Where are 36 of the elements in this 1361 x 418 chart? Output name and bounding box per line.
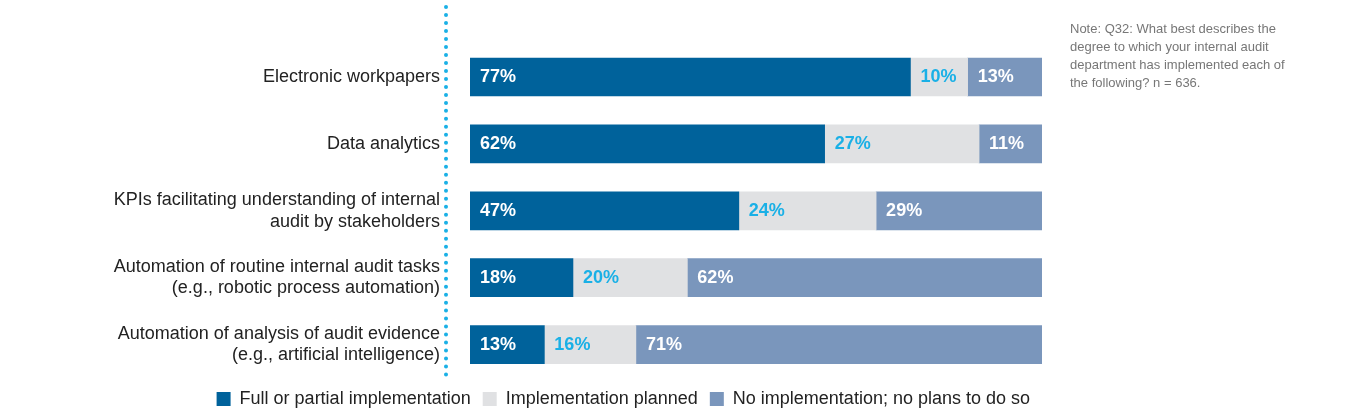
bar [635, 325, 1042, 364]
data-label: 16% [554, 333, 591, 354]
bar [470, 124, 825, 164]
data-label: 62% [697, 266, 734, 287]
data-label: 47% [480, 199, 517, 220]
bar [470, 191, 740, 231]
bar [470, 258, 574, 298]
bar [544, 325, 637, 364]
data-label: 62% [480, 132, 517, 153]
data-label: 29% [886, 199, 923, 220]
data-label: 27% [834, 132, 871, 153]
bar [572, 258, 688, 298]
y-tick-label: Electronic workpapers [262, 66, 440, 87]
data-label: 71% [645, 333, 682, 354]
legend-label: Implementation planned [505, 387, 698, 408]
data-label: 20% [582, 266, 619, 287]
data-label: 24% [748, 199, 785, 220]
data-label: 10% [920, 66, 957, 87]
data-label: 18% [480, 266, 517, 287]
bar [738, 191, 877, 231]
data-label: 13% [977, 66, 1014, 87]
y-tick-label: Data analytics [326, 132, 440, 153]
data-label: 13% [480, 333, 517, 354]
text: Note: Q32: What best describes the degree to which your internal audit department has implemented each of the following? n = 636. [1070, 20, 1286, 92]
bar [470, 325, 545, 364]
data-label: 77% [480, 66, 517, 87]
y-tick-label: Automation of routine internal audit tasks (e.g., robotic process automation) [113, 255, 440, 298]
y-tick-label: Automation of analysis of audit evidence (e.g., artificial intelligence) [117, 322, 440, 365]
bar [875, 191, 1042, 231]
y-tick-label: KPIs facilitating understanding of internal audit by stakeholders [113, 188, 440, 231]
legend-label: Full or partial implementation [239, 387, 471, 408]
bar [470, 57, 911, 97]
bar [687, 258, 1042, 298]
legend-label: No implementation; no plans to do so [732, 387, 1031, 408]
data-label: 11% [989, 132, 1025, 153]
bar [824, 124, 980, 164]
